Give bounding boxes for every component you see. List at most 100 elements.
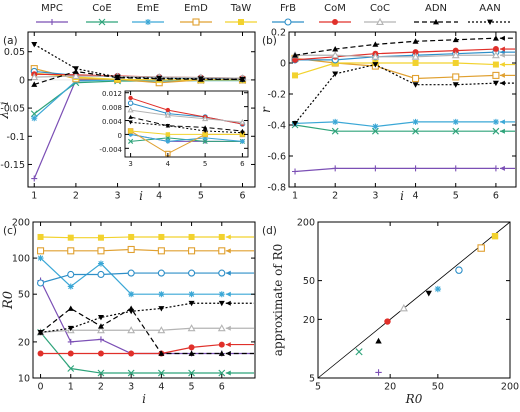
point-frb xyxy=(455,266,463,274)
panel-b: 1 2 3 4 5 6 0.2 0 -0.2 -0.4 -0.6 -0.8 (b) i r xyxy=(259,28,517,203)
plus-marker xyxy=(452,165,459,172)
y-tick-label: 0.05 xyxy=(4,47,25,58)
y-tick-label: -0.05 xyxy=(0,104,25,115)
legend-label: EmD xyxy=(184,3,208,14)
circle-marker xyxy=(218,269,226,277)
inset-x-tick-label: 5 xyxy=(203,160,207,168)
panel-d: 5 20 50 200 200 50 20 5 (d) R0 approximate of R0 xyxy=(262,218,519,407)
star-marker xyxy=(372,123,379,130)
circle-marker xyxy=(97,270,105,279)
legend-item-aan: AAN xyxy=(468,3,512,25)
filled-triangle-down-marker xyxy=(156,75,163,82)
star-marker xyxy=(188,291,195,298)
filled-triangle-marker xyxy=(375,337,382,344)
cross-marker xyxy=(128,138,134,144)
filled-square-marker xyxy=(218,233,225,240)
star-marker xyxy=(412,118,419,125)
filled-square-marker xyxy=(292,72,299,79)
filled-triangle-down-marker xyxy=(37,330,44,336)
series-line xyxy=(130,121,243,134)
filled-square-marker xyxy=(165,132,171,137)
filled-triangle-down-marker xyxy=(128,120,133,125)
x-tick-label: 6 xyxy=(493,191,499,202)
legend-label: CoE xyxy=(92,3,111,14)
series-emd xyxy=(291,54,500,83)
y-tick-label: 50 xyxy=(18,290,30,301)
x-tick-label: 1 xyxy=(68,382,74,393)
point-taw xyxy=(491,232,499,240)
x-axis-label: i xyxy=(139,189,143,203)
star-marker xyxy=(492,118,499,125)
y-tick-label: -0.1 xyxy=(6,132,25,143)
filled-triangle-down-marker xyxy=(372,62,379,68)
filled-triangle-down-marker xyxy=(239,76,246,83)
legend-label: CoM xyxy=(324,3,346,14)
x-tick-label: 5 xyxy=(189,382,195,393)
cross-marker xyxy=(412,127,419,135)
x-tick-label: 5 xyxy=(198,191,204,202)
series-frb xyxy=(37,269,226,287)
filled-circle-marker xyxy=(332,19,338,25)
circle-marker xyxy=(127,100,134,106)
point-emd xyxy=(477,244,485,252)
arrow-marker xyxy=(499,119,505,125)
x-tick-label: 4 xyxy=(158,382,164,393)
filled-triangle-down-marker xyxy=(158,306,165,312)
star-marker xyxy=(158,291,165,298)
square-marker xyxy=(37,247,45,255)
cross-marker xyxy=(97,369,105,377)
plus-marker xyxy=(492,165,499,172)
filled-triangle-down-marker xyxy=(97,315,104,321)
x-tick-label: 1 xyxy=(31,191,37,202)
star-marker xyxy=(97,260,104,267)
filled-triangle-marker xyxy=(292,52,299,58)
star-marker xyxy=(165,139,171,144)
circle-marker xyxy=(284,18,292,26)
filled-triangle-down-marker xyxy=(240,130,245,135)
cross-marker xyxy=(331,127,339,135)
x-tick-label: 4 xyxy=(156,191,162,202)
series-line xyxy=(34,70,243,85)
plus-marker xyxy=(412,165,419,172)
arrow-marker xyxy=(225,234,231,240)
series-coc xyxy=(127,106,246,125)
inset-y-tick-label: 0.008 xyxy=(102,104,122,112)
point-eme xyxy=(434,285,442,293)
filled-triangle-marker xyxy=(218,350,225,356)
legend-label: TaW xyxy=(230,3,252,14)
filled-square-marker xyxy=(491,232,499,240)
filled-circle-marker xyxy=(128,95,133,101)
y-tick-label: 0.2 xyxy=(271,28,286,39)
legend-item-emd: EmD xyxy=(180,3,212,26)
filled-triangle-marker xyxy=(31,81,38,87)
filled-square-marker xyxy=(158,233,165,240)
triangle-marker xyxy=(127,326,136,334)
y-tick-label: -0.6 xyxy=(267,152,286,163)
filled-triangle-down-marker xyxy=(197,76,204,82)
series-aan xyxy=(128,120,245,135)
filled-circle-marker xyxy=(292,56,299,63)
arrow-marker xyxy=(499,52,505,58)
series-mpc xyxy=(37,277,225,357)
cross-marker xyxy=(67,365,75,372)
x-tick-label: 2 xyxy=(73,191,79,202)
legend-label: MPC xyxy=(41,3,63,14)
filled-square-marker xyxy=(188,233,195,240)
series-line xyxy=(130,109,243,123)
legend-label: AAN xyxy=(479,3,500,14)
plus-marker xyxy=(49,19,55,25)
star-marker xyxy=(202,135,208,141)
legend-item-coe: CoE xyxy=(86,3,118,26)
series-com xyxy=(292,46,499,63)
cross-marker xyxy=(157,369,165,377)
series-aan xyxy=(292,62,499,127)
cross-marker xyxy=(452,127,460,135)
series-line xyxy=(294,63,496,124)
series-line xyxy=(295,121,496,128)
cross-marker xyxy=(127,369,135,377)
cross-marker xyxy=(355,348,363,356)
y-tick-label: 0 xyxy=(280,59,286,70)
point-mpc xyxy=(375,369,382,376)
triangle-marker xyxy=(451,51,460,59)
panel-label: (a) xyxy=(3,35,18,47)
